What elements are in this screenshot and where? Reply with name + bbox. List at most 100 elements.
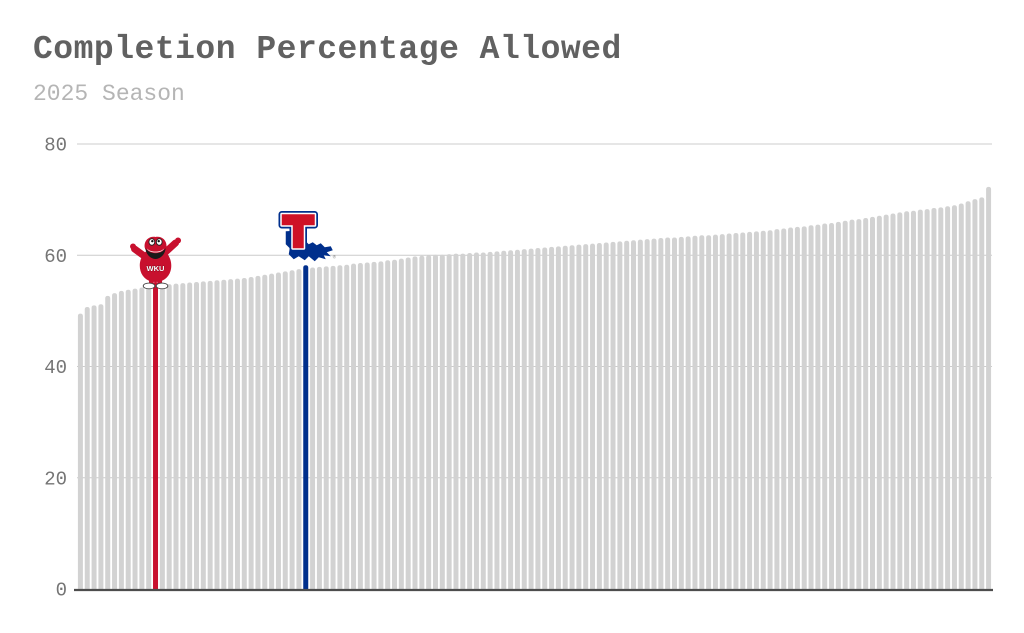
bar (371, 261, 377, 589)
bar (692, 235, 698, 589)
big-red-right-hand (175, 237, 182, 244)
big-red-left-pupil (151, 239, 154, 243)
bar (508, 250, 514, 589)
bar (897, 212, 903, 589)
bar (392, 259, 398, 589)
bar (255, 275, 261, 589)
y-tick-label-60: 60 (44, 246, 67, 268)
bar (870, 216, 876, 589)
bar (931, 207, 937, 589)
bar (910, 210, 916, 589)
bar (528, 248, 534, 589)
bar (740, 232, 746, 589)
chart-subtitle: 2025 Season (33, 81, 185, 107)
bar (733, 233, 739, 589)
bar (84, 306, 90, 589)
bar (159, 284, 165, 589)
bar (521, 249, 527, 589)
bar (275, 272, 281, 589)
bar (576, 244, 582, 589)
bar (637, 239, 643, 590)
y-tick-label-80: 80 (44, 135, 67, 157)
bar (699, 235, 705, 589)
bar (228, 279, 234, 589)
gridlines (77, 143, 992, 479)
bar (542, 247, 548, 589)
bar (849, 219, 855, 589)
bar (207, 280, 213, 589)
bar (760, 230, 766, 589)
bar (473, 252, 479, 589)
bar (453, 253, 459, 590)
bar (494, 251, 500, 589)
bar (719, 234, 725, 590)
bar (706, 235, 712, 589)
bar (460, 253, 466, 590)
bar (753, 231, 759, 590)
bar (166, 284, 172, 589)
big-red-mouth (145, 247, 166, 259)
bar (289, 270, 295, 589)
bar (337, 265, 343, 589)
big-red-left-leg (149, 277, 154, 285)
bar (808, 225, 814, 589)
bar (671, 237, 677, 589)
y-tick-label-0: 0 (56, 580, 67, 602)
bar (351, 263, 357, 589)
bar (248, 276, 254, 589)
bar-wku-big-red-mascot (153, 281, 159, 589)
bar (487, 251, 493, 589)
bar (562, 245, 568, 589)
bar (904, 211, 910, 589)
chart-title: Completion Percentage Allowed (33, 31, 622, 68)
bar (262, 274, 268, 589)
bar (596, 243, 602, 589)
bar (221, 279, 227, 589)
bar (863, 217, 869, 589)
big-red-teeth (147, 248, 165, 253)
bar (446, 254, 452, 589)
bar (815, 224, 821, 589)
bar (945, 206, 951, 590)
registered-trademark-mark: ® (333, 253, 337, 259)
bar (726, 233, 732, 589)
bar (480, 252, 486, 589)
bar (651, 238, 657, 589)
big-red-body (139, 236, 172, 282)
bar (193, 281, 199, 589)
bar (747, 231, 753, 589)
bar (774, 229, 780, 589)
big-red-right-pupil (157, 239, 160, 243)
bars (77, 186, 992, 590)
bar (330, 265, 336, 589)
y-tick-label-20: 20 (44, 468, 67, 490)
bar (234, 278, 240, 589)
bar (439, 254, 445, 589)
wku-big-red-mascot-logo: WKU (130, 236, 182, 290)
bar (665, 237, 671, 589)
bar (842, 220, 848, 589)
bar (685, 236, 691, 589)
big-red-left-hand (130, 243, 137, 250)
bar (631, 240, 637, 589)
bar (678, 236, 684, 590)
bar (412, 256, 418, 589)
bar (856, 219, 862, 589)
bar (269, 273, 275, 589)
bar (118, 290, 124, 589)
bar (432, 254, 438, 589)
bar (924, 209, 930, 590)
bar (385, 260, 391, 589)
bar (890, 213, 896, 589)
bar (781, 228, 787, 590)
bar (132, 288, 138, 589)
bar (794, 226, 800, 589)
bar (282, 271, 288, 589)
bar (965, 201, 971, 589)
bar (200, 281, 206, 589)
bar (555, 246, 561, 589)
bar (146, 286, 152, 589)
bar (514, 249, 520, 589)
bar (917, 209, 923, 589)
